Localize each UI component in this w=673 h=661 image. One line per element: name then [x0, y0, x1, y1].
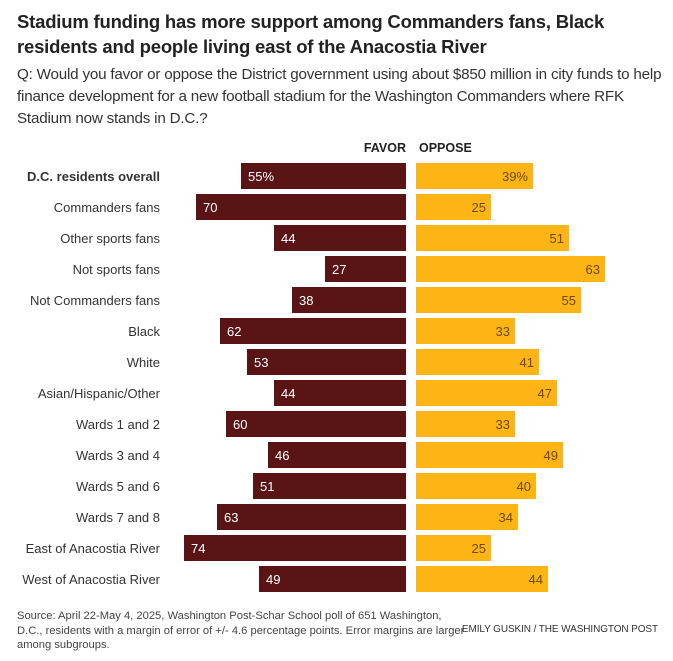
favor-value-label: 27: [332, 262, 346, 277]
bar-row: Not sports fans 27 63: [73, 256, 605, 282]
category-label: Not Commanders fans: [30, 293, 161, 308]
oppose-value-label: 39%: [502, 169, 528, 184]
category-label: Asian/Hispanic/Other: [38, 386, 161, 401]
favor-value-label: 44: [281, 231, 295, 246]
oppose-value-label: 51: [550, 231, 564, 246]
oppose-value-label: 49: [544, 448, 558, 463]
favor-bar: [253, 473, 406, 499]
oppose-bar: [416, 194, 491, 220]
oppose-value-label: 63: [586, 262, 600, 277]
favor-bar: [274, 380, 406, 406]
category-label: Other sports fans: [60, 231, 160, 246]
favor-value-label: 60: [233, 417, 247, 432]
legend-favor: FAVOR: [363, 141, 406, 155]
favor-bar: [184, 535, 406, 561]
favor-value-label: 53: [254, 355, 268, 370]
oppose-bar: [416, 349, 539, 375]
favor-bar: [274, 225, 406, 251]
legend-oppose: OPPOSE: [419, 141, 472, 155]
source-note: Source: April 22-May 4, 2025, Washington…: [17, 610, 465, 651]
chart-subtitle: Q: Would you favor or oppose the Distric…: [17, 66, 662, 127]
oppose-value-label: 40: [517, 479, 531, 494]
favor-value-label: 51: [260, 479, 274, 494]
favor-bar: [220, 318, 406, 344]
bar-row: Other sports fans 44 51: [60, 225, 569, 251]
bar-row: Asian/Hispanic/Other 44 47: [38, 380, 557, 406]
favor-value-label: 44: [281, 386, 295, 401]
favor-bar: [268, 442, 406, 468]
category-label: Black: [128, 324, 160, 339]
oppose-bar: [416, 442, 563, 468]
bar-row: East of Anacostia River 74 25: [26, 535, 491, 561]
category-label: Wards 3 and 4: [76, 448, 160, 463]
favor-bar: [259, 566, 406, 592]
oppose-bar: [416, 504, 518, 530]
category-label: White: [127, 355, 160, 370]
favor-bar: [226, 411, 406, 437]
oppose-bar: [416, 411, 515, 437]
favor-value-label: 46: [275, 448, 289, 463]
category-label: Not sports fans: [73, 262, 161, 277]
oppose-bar: [416, 225, 569, 251]
oppose-bar: [416, 318, 515, 344]
oppose-value-label: 34: [499, 510, 513, 525]
category-label: Commanders fans: [54, 200, 161, 215]
favor-value-label: 38: [299, 293, 313, 308]
oppose-value-label: 44: [529, 572, 543, 587]
favor-value-label: 63: [224, 510, 238, 525]
category-label: Wards 7 and 8: [76, 510, 160, 525]
oppose-bar: [416, 163, 533, 189]
chart-title: Stadium funding has more support among C…: [17, 11, 605, 57]
category-label: Wards 1 and 2: [76, 417, 160, 432]
oppose-value-label: 33: [496, 324, 510, 339]
oppose-value-label: 47: [538, 386, 552, 401]
category-label: West of Anacostia River: [22, 572, 160, 587]
bar-row: Wards 1 and 2 60 33: [76, 411, 515, 437]
bar-row: West of Anacostia River 49 44: [22, 566, 548, 592]
bar-row: Not Commanders fans 38 55: [30, 287, 581, 313]
oppose-bar: [416, 256, 605, 282]
favor-value-label: 74: [191, 541, 205, 556]
bar-row: White 53 41: [127, 349, 539, 375]
oppose-value-label: 41: [520, 355, 534, 370]
oppose-value-label: 33: [496, 417, 510, 432]
category-label: East of Anacostia River: [26, 541, 161, 556]
favor-value-label: 55%: [248, 169, 274, 184]
favor-value-label: 49: [266, 572, 280, 587]
favor-bar: [217, 504, 406, 530]
oppose-bar: [416, 380, 557, 406]
bar-row: Black 62 33: [128, 318, 515, 344]
oppose-value-label: 55: [562, 293, 576, 308]
bar-row: Wards 5 and 6 51 40: [76, 473, 536, 499]
category-label: Wards 5 and 6: [76, 479, 160, 494]
oppose-value-label: 25: [472, 541, 486, 556]
oppose-bar: [416, 566, 548, 592]
oppose-value-label: 25: [472, 200, 486, 215]
bar-row: Wards 3 and 4 46 49: [76, 442, 563, 468]
favor-bar: [325, 256, 406, 282]
credit-line: EMILY GUSKIN / THE WASHINGTON POST: [461, 624, 658, 635]
favor-bar: [247, 349, 406, 375]
bar-row: D.C. residents overall 55% 39%: [27, 163, 533, 189]
bar-row: Wards 7 and 8 63 34: [76, 504, 518, 530]
favor-value-label: 70: [203, 200, 217, 215]
category-label: D.C. residents overall: [27, 169, 160, 184]
favor-bar: [241, 163, 406, 189]
favor-bar: [196, 194, 406, 220]
favor-value-label: 62: [227, 324, 241, 339]
favor-bar: [292, 287, 406, 313]
oppose-bar: [416, 473, 536, 499]
oppose-bar: [416, 287, 581, 313]
bar-row: Commanders fans 70 25: [54, 194, 491, 220]
oppose-bar: [416, 535, 491, 561]
